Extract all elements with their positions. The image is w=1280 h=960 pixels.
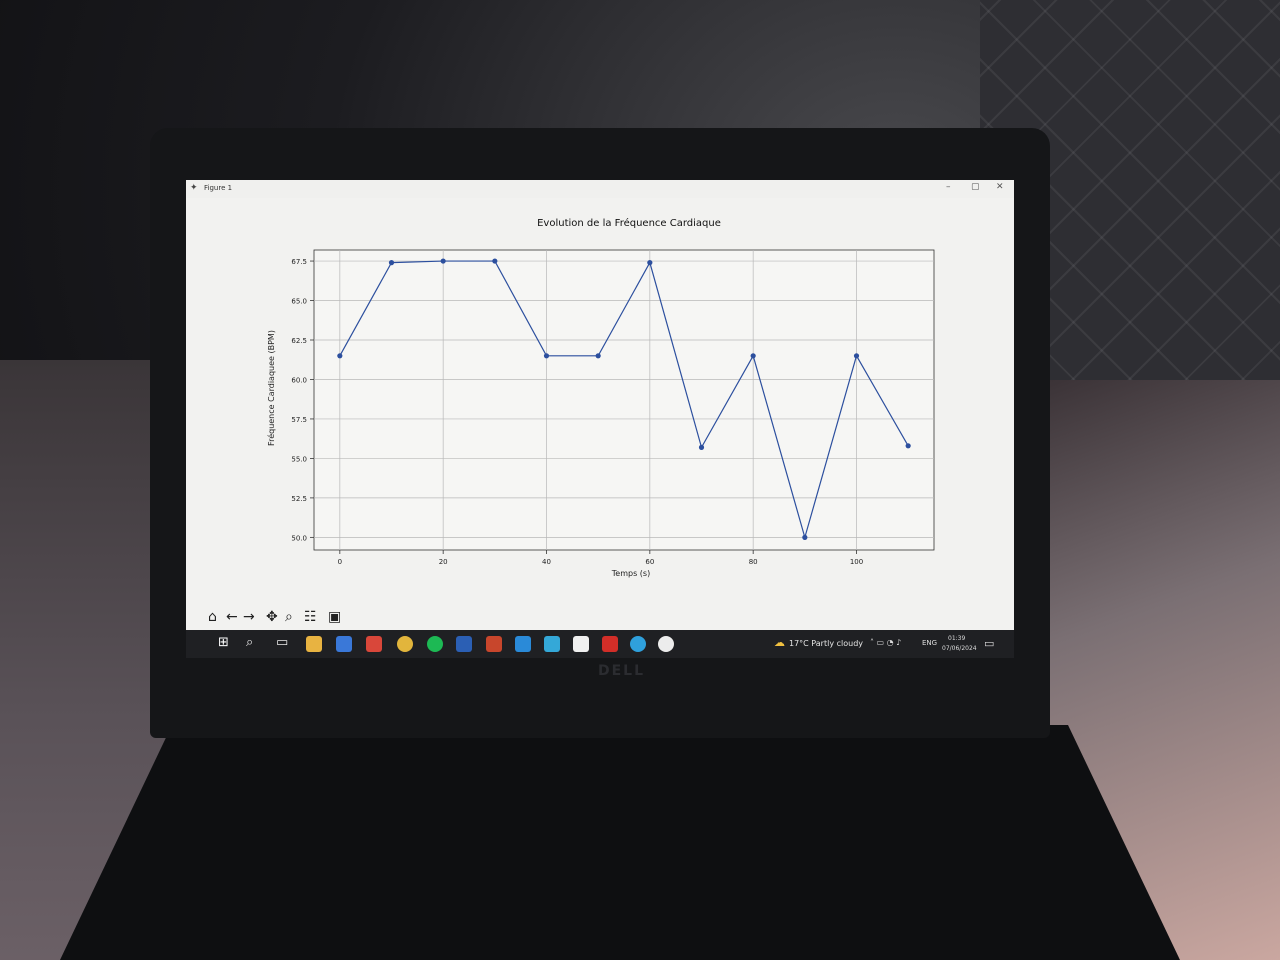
window-title: Figure 1 [204,184,233,192]
data-point [595,353,601,359]
series-line [339,260,909,540]
clock-time[interactable]: 01:39 [948,635,966,642]
search-icon[interactable]: ⌕ [246,635,254,650]
plot-frame [313,249,935,551]
taskbar: ⊞ ⌕ ▭ ☁ 17°C Partly cloudy ˄ ▭ ◔ ♪ ENG 0… [186,630,1014,658]
zoom-icon[interactable]: ⌕ [285,609,293,625]
y-tick-label: 67.5 [291,258,307,266]
data-point [905,443,911,449]
y-tick-label: 55.0 [291,455,307,463]
spotify-icon[interactable] [427,636,443,652]
data-point [337,353,343,359]
configure-icon[interactable]: ☷ [304,609,317,625]
x-tick-label: 0 [338,558,342,566]
y-tick-label: 50.0 [291,534,307,542]
word-icon[interactable] [456,636,472,652]
chrome-icon[interactable] [397,636,413,652]
x-tick-label: 100 [850,558,863,566]
notification-icon[interactable]: ▭ [984,637,995,650]
gmail-icon[interactable] [366,636,382,652]
task-view-icon[interactable]: ▭ [276,635,289,650]
data-point [440,258,446,264]
app-icon[interactable] [544,636,560,652]
y-tick-label: 60.0 [291,376,307,384]
save-icon[interactable]: ▣ [328,609,342,625]
forward-icon[interactable]: → [243,609,255,625]
line-chart: Evolution de la Fréquence Cardiaque Temp… [266,217,935,578]
start-icon[interactable]: ⊞ [218,635,229,650]
home-icon[interactable]: ⌂ [208,609,217,625]
powerpoint-icon[interactable] [486,636,502,652]
maximize-icon[interactable]: ▢ [971,182,980,192]
screen: ✦ Figure 1 – ▢ ✕ Evolution de la Fréquen… [186,180,1014,658]
x-tick-label: 20 [439,558,448,566]
laptop-logo: DELL [598,663,646,679]
store-icon[interactable] [336,636,352,652]
python-figure-icon[interactable] [658,636,674,652]
file-explorer-icon[interactable] [306,636,322,652]
clock-date[interactable]: 07/06/2024 [942,645,977,652]
data-point [853,353,860,359]
pan-icon[interactable]: ✥ [266,609,278,625]
data-point [802,534,808,540]
language-indicator[interactable]: ENG [922,639,938,647]
y-tick-label: 57.5 [291,416,307,424]
system-tray-icons[interactable]: ˄ ▭ ◔ ♪ [870,638,902,647]
weather-text[interactable]: 17°C Partly cloudy [789,639,863,648]
window-titlebar: ✦ Figure 1 – ▢ ✕ [186,180,1014,198]
figure-icon: ✦ [190,183,198,193]
acrobat-icon[interactable] [602,636,618,652]
y-tick-label: 65.0 [291,298,307,306]
x-axis-label: Temps (s) [611,569,650,578]
vscode-icon[interactable] [515,636,531,652]
back-icon[interactable]: ← [226,609,238,625]
chart-title: Evolution de la Fréquence Cardiaque [537,217,721,229]
matplotlib-toolbar: ⌂ ← → ✥ ⌕ ☷ ▣ [186,608,1014,630]
x-tick-label: 80 [749,558,758,566]
x-tick-label: 60 [645,558,654,566]
data-point [543,353,550,359]
y-tick-label: 52.5 [291,495,307,503]
notion-icon[interactable] [573,636,589,652]
y-axis-label: Fréquence Cardiaquee (BPM) [266,330,276,446]
y-tick-label: 62.5 [291,337,307,345]
telegram-icon[interactable] [630,636,646,652]
data-point [750,353,756,359]
minimize-icon[interactable]: – [946,182,951,192]
laptop-keyboard [60,725,1180,960]
x-tick-label: 40 [542,558,551,566]
plot-area: 0 20 40 60 80 100 50.0 52.5 55.0 57.5 60.0 62.5 65.0… [291,249,935,566]
weather-icon[interactable]: ☁ [774,636,785,649]
data-point [647,260,653,266]
data-point [698,444,705,450]
close-icon[interactable]: ✕ [996,182,1004,192]
data-point [492,258,498,264]
data-point [388,260,395,266]
